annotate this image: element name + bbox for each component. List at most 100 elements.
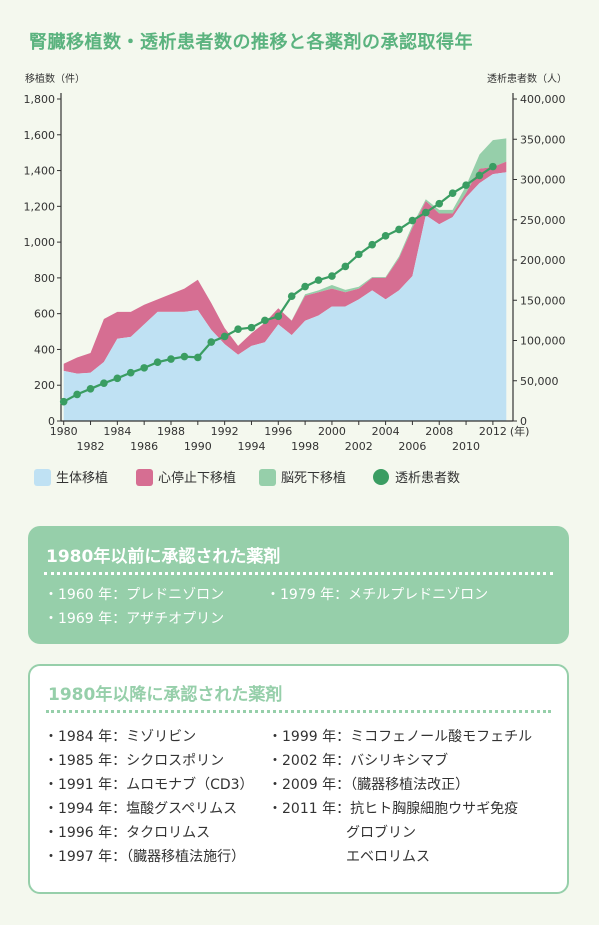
drug-item: エベロリムス bbox=[346, 849, 430, 865]
page-title: 腎臓移植数・透析患者数の推移と各薬剤の承認取得年 bbox=[29, 32, 473, 53]
drug-item: ・1991 年：ムロモナブ（CD3） bbox=[44, 777, 254, 793]
drug-item: グロブリン bbox=[346, 825, 416, 841]
dialysis-point bbox=[194, 353, 202, 362]
y-tick-label-left: 1,200 bbox=[24, 200, 56, 213]
x-tick-label: 1982 bbox=[77, 440, 105, 453]
dialysis-point bbox=[422, 208, 430, 217]
dialysis-point bbox=[86, 385, 95, 393]
dialysis-point bbox=[234, 325, 242, 334]
y-tick-label-right: 100,000 bbox=[520, 335, 566, 348]
dialysis-point bbox=[462, 181, 470, 189]
legend-label-dialysis: 透析患者数 bbox=[395, 471, 460, 486]
x-tick-label: 2006 bbox=[398, 440, 426, 453]
legend-label-cardiac-death: 心停止下移植 bbox=[158, 470, 236, 486]
y-tick-label-left: 600 bbox=[34, 308, 55, 321]
y-axis-title-left: 移植数（件） bbox=[25, 72, 85, 85]
x-tick-label: 1988 bbox=[157, 425, 185, 438]
y-tick-label-right: 400,000 bbox=[520, 93, 566, 106]
pre-1980-title: 1980年以前に承認された薬剤 bbox=[46, 547, 281, 567]
drug-item: ・2002 年：バシリキシマブ bbox=[268, 753, 449, 769]
x-tick-label: 1994 bbox=[237, 440, 265, 453]
dialysis-point bbox=[126, 368, 135, 377]
drug-item: ・1994 年：塩酸グスペリムス bbox=[44, 801, 238, 817]
dialysis-point bbox=[220, 332, 229, 341]
y-tick-label-right: 300,000 bbox=[520, 174, 566, 187]
dialysis-point bbox=[140, 364, 148, 372]
drug-item: ・1985 年：シクロスポリン bbox=[44, 753, 225, 769]
x-tick-label: 2002 bbox=[345, 440, 373, 453]
area-living-donor bbox=[63, 172, 507, 421]
x-tick-label: 1984 bbox=[103, 425, 131, 438]
drug-item: ・2009 年：（臓器移植法改正） bbox=[268, 777, 470, 793]
dotted-divider bbox=[46, 710, 551, 713]
legend-swatch-living-donor bbox=[34, 469, 51, 486]
y-tick-label-right: 350,000 bbox=[520, 133, 566, 146]
legend-swatch-cardiac-death bbox=[136, 469, 153, 486]
pre-1980-drugs-panel: 1980年以前に承認された薬剤 ・1960 年：プレドニゾロン ・1979 年：… bbox=[28, 526, 569, 644]
y-tick-label-right: 150,000 bbox=[520, 294, 566, 307]
y-tick-label-left: 0 bbox=[48, 415, 55, 428]
x-tick-label: 1992 bbox=[211, 425, 239, 438]
dialysis-point bbox=[100, 379, 108, 387]
x-tick-label: 2000 bbox=[318, 425, 346, 438]
y-tick-label-right: 50,000 bbox=[520, 375, 559, 388]
y-tick-label-right: 250,000 bbox=[520, 214, 566, 227]
x-tick-label: 2010 bbox=[452, 440, 480, 453]
x-tick-label: 1986 bbox=[130, 440, 158, 453]
dialysis-point bbox=[354, 250, 363, 259]
dialysis-point bbox=[328, 272, 336, 280]
y-tick-label-left: 800 bbox=[34, 272, 55, 285]
dialysis-point bbox=[408, 216, 417, 225]
legend-label-living-donor: 生体移植 bbox=[56, 471, 108, 486]
dialysis-point bbox=[261, 316, 269, 325]
legend-label-brain-death: 脳死下移植 bbox=[281, 471, 346, 486]
y-tick-label-left: 400 bbox=[34, 343, 55, 356]
dialysis-point bbox=[395, 225, 403, 234]
area-cardiac-death bbox=[63, 161, 507, 374]
y-tick-label-right: 0 bbox=[520, 415, 527, 428]
dialysis-point bbox=[113, 374, 122, 383]
x-tick-label: 1998 bbox=[291, 440, 319, 453]
dialysis-point bbox=[287, 292, 296, 301]
dialysis-point bbox=[448, 189, 457, 197]
dialysis-point bbox=[207, 338, 216, 346]
dialysis-point bbox=[73, 390, 81, 399]
drug-item: ・1997 年：（臓器移植法施行） bbox=[44, 849, 246, 865]
dotted-divider bbox=[44, 572, 553, 575]
y-tick-label-left: 1,400 bbox=[24, 165, 56, 178]
page-footer bbox=[0, 915, 599, 925]
dialysis-point bbox=[153, 358, 162, 367]
y-tick-label-left: 1,000 bbox=[24, 236, 56, 249]
dialysis-point bbox=[475, 171, 484, 180]
y-tick-label-left: 200 bbox=[34, 379, 55, 392]
dialysis-point bbox=[341, 262, 350, 271]
y-axis-title-right: 透析患者数（人） bbox=[487, 72, 567, 85]
post-1980-drugs-panel: 1980年以降に承認された薬剤 ・1984 年：ミゾリビン ・1985 年：シク… bbox=[28, 664, 569, 894]
x-axis-suffix: (年) bbox=[510, 424, 530, 438]
x-tick-label: 2008 bbox=[425, 425, 453, 438]
dialysis-point bbox=[167, 355, 175, 363]
dialysis-point bbox=[381, 232, 390, 240]
x-tick-label: 2012 bbox=[479, 425, 507, 438]
drug-item: ・1979 年：メチルプレドニゾロン bbox=[266, 587, 489, 603]
y-tick-label-left: 1,600 bbox=[24, 129, 56, 142]
post-1980-title: 1980年以降に承認された薬剤 bbox=[48, 685, 283, 705]
legend-swatch-brain-death bbox=[259, 469, 276, 486]
x-tick-label: 1980 bbox=[50, 425, 78, 438]
x-tick-label: 2004 bbox=[372, 425, 400, 438]
x-tick-label: 1996 bbox=[264, 425, 292, 438]
drug-item: ・1960 年：プレドニゾロン bbox=[44, 587, 225, 603]
x-tick-label: 1990 bbox=[184, 440, 212, 453]
dialysis-point bbox=[368, 240, 376, 249]
dialysis-point bbox=[314, 276, 323, 284]
chart: 0 200 400 600 800 1,000 1,200 1,400 1,600 1,800 0 5… bbox=[24, 72, 567, 486]
drug-item: ・1984 年：ミゾリビン bbox=[44, 729, 197, 745]
drug-item: ・1999 年：ミコフェノール酸モフェチル bbox=[268, 729, 533, 745]
dialysis-point bbox=[274, 312, 283, 321]
y-tick-label-left: 1,800 bbox=[24, 93, 56, 106]
legend-swatch-dialysis bbox=[373, 469, 389, 485]
dialysis-point bbox=[247, 323, 256, 332]
dialysis-point bbox=[435, 199, 444, 208]
drug-item: ・1969 年：アザチオプリン bbox=[44, 611, 225, 627]
dialysis-point bbox=[59, 397, 68, 406]
